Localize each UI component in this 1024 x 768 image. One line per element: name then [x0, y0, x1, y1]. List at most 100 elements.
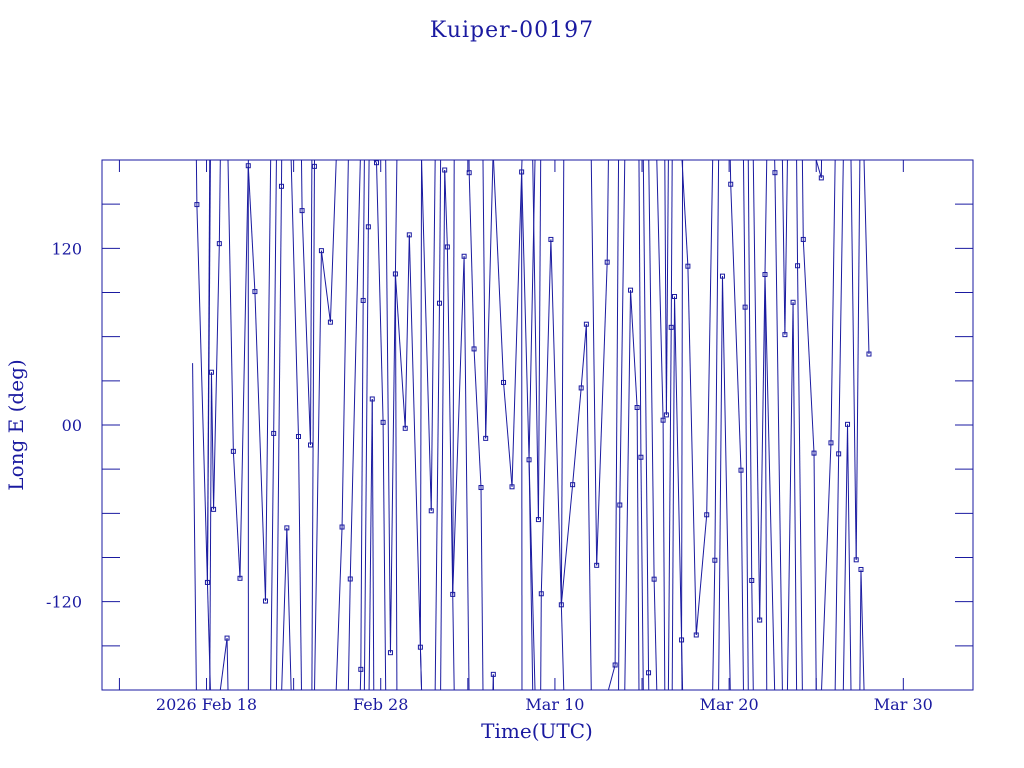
- trace-segment: [218, 159, 221, 244]
- trace-segment: [394, 273, 406, 429]
- trace-segment: [452, 159, 455, 595]
- trace-segment: [792, 302, 798, 691]
- trace-segment: [537, 159, 542, 520]
- trace-segment: [382, 422, 387, 691]
- trace-segment: [419, 159, 423, 648]
- trace-segment: [752, 159, 761, 621]
- trace-segment: [638, 159, 642, 458]
- trace-segment: [434, 303, 440, 691]
- trace-segment: [590, 159, 598, 566]
- trace-segment: [744, 307, 749, 691]
- trace-segment: [195, 159, 198, 205]
- trace-segment: [329, 159, 337, 323]
- axis-ticks: [102, 160, 973, 690]
- y-tick-label: 120: [51, 239, 82, 258]
- trace-segment: [213, 243, 220, 510]
- trace-segment: [468, 172, 475, 349]
- trace-segment: [446, 246, 455, 691]
- trace-segment: [560, 159, 565, 605]
- trace-segment: [371, 398, 375, 691]
- trace-segment: [706, 159, 714, 515]
- trace-segment: [480, 487, 484, 691]
- x-tick-label: Mar 10: [525, 695, 584, 714]
- trace-segment: [206, 159, 211, 583]
- trace-segment: [855, 159, 861, 560]
- trace-segment: [385, 159, 391, 653]
- trace-segment: [860, 569, 865, 691]
- trace-segment: [664, 159, 667, 415]
- trace-segment: [821, 442, 832, 691]
- x-tick-label: 2026 Feb 18: [156, 695, 257, 714]
- trace-segment: [349, 159, 361, 579]
- trace-segment: [360, 300, 364, 670]
- trace-segment: [687, 266, 697, 635]
- trace-segment: [347, 578, 351, 691]
- trace-segment: [368, 398, 373, 691]
- trace-segment: [430, 159, 436, 511]
- trace-segment: [759, 159, 768, 621]
- trace-segment: [585, 324, 592, 691]
- trace-segment: [247, 165, 256, 292]
- trace-segment: [801, 159, 804, 240]
- trace-segment: [786, 302, 794, 691]
- trace-segment: [367, 159, 370, 227]
- trace-segment: [695, 514, 708, 636]
- trace-segment: [389, 159, 398, 653]
- trace-segment: [310, 159, 313, 446]
- trace-segment: [232, 451, 241, 579]
- trace-segment: [842, 424, 849, 691]
- trace-segment: [667, 327, 672, 691]
- trace-segment: [286, 527, 292, 691]
- trace-segment: [813, 453, 817, 691]
- trace-segment: [815, 159, 822, 179]
- trace-segment: [209, 372, 212, 691]
- trace-segment: [781, 159, 786, 335]
- trace-segment: [580, 324, 587, 388]
- trace-segment: [281, 527, 288, 691]
- trace-segment: [511, 159, 523, 487]
- trace-segment: [438, 159, 442, 304]
- trace-segment: [730, 184, 742, 471]
- trace-segment: [648, 159, 655, 580]
- trace-segment: [797, 265, 803, 691]
- chart-title: Kuiper-00197: [430, 18, 594, 43]
- trace-segment: [300, 159, 303, 211]
- trace-segment: [376, 162, 384, 423]
- trace-segment: [297, 436, 302, 691]
- trace-segment: [404, 234, 410, 429]
- y-tick-labels: -120 00 120: [46, 239, 82, 611]
- trace-segment: [596, 262, 608, 566]
- trace-segment: [859, 569, 862, 691]
- trace-segment: [532, 159, 539, 520]
- y-axis-label: Long E (deg): [4, 359, 28, 490]
- trace-segment: [850, 159, 857, 560]
- trace-segment: [796, 159, 799, 266]
- trace-segment: [630, 290, 638, 408]
- trace-segment: [670, 159, 673, 328]
- trace-segment: [847, 424, 852, 691]
- longitude-traces: [192, 159, 872, 691]
- trace-segment: [528, 159, 536, 460]
- trace-segment: [747, 159, 753, 581]
- trace-segment: [254, 291, 266, 602]
- trace-segment: [463, 256, 470, 691]
- trace-segment: [452, 256, 465, 595]
- trace-segment: [619, 159, 626, 506]
- trace-segment: [718, 276, 723, 691]
- trace-segment: [550, 239, 565, 691]
- trace-segment: [662, 420, 666, 691]
- trace-segment: [440, 169, 446, 691]
- x-tick-labels: 2026 Feb 18 Feb 28 Mar 10 Mar 20 Mar 30: [156, 695, 933, 714]
- trace-segment: [636, 407, 640, 691]
- trace-segment: [665, 159, 669, 415]
- trace-segment: [681, 159, 689, 267]
- trace-segment: [421, 159, 432, 511]
- trace-segment: [275, 186, 282, 691]
- trace-segment: [227, 159, 234, 452]
- trace-segment: [764, 274, 768, 691]
- trace-segment: [239, 159, 249, 579]
- trace-segment: [270, 433, 275, 691]
- trace-segment: [830, 159, 836, 443]
- trace-segment: [394, 273, 398, 691]
- trace-segment: [618, 505, 621, 691]
